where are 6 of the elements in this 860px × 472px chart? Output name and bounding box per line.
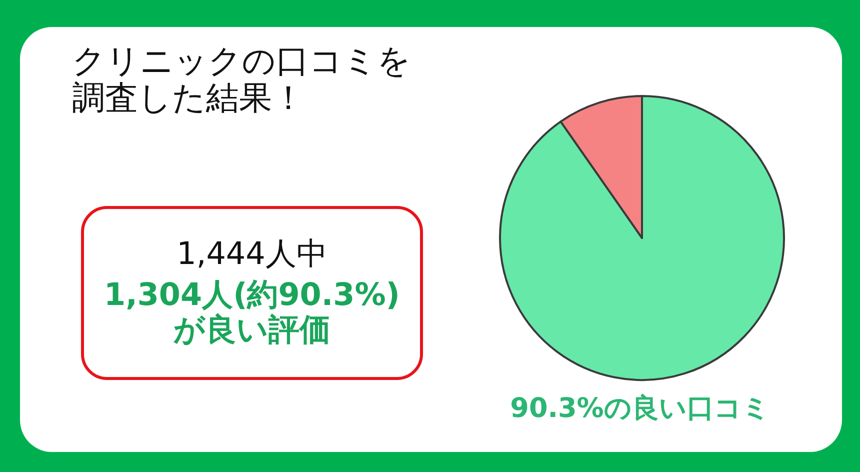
chart-title: クリニックの口コミを調査した結果！ [72, 41, 412, 117]
text: 1,444人中 [176, 236, 328, 272]
pie-slice [499, 95, 785, 381]
text: 1,304人(約90.3%) [103, 277, 401, 313]
text: が良い評価 [172, 312, 332, 348]
text: 90.3%の良い口コミ [509, 393, 771, 425]
